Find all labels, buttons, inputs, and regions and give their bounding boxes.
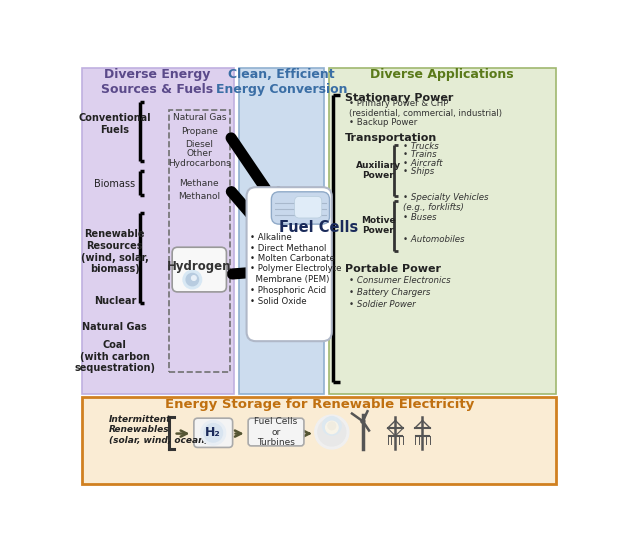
FancyBboxPatch shape [81,397,556,484]
Text: • Direct Methanol: • Direct Methanol [250,244,326,253]
Circle shape [325,422,338,434]
Text: • Primary Power & CHP
(residential, commercial, industrial): • Primary Power & CHP (residential, comm… [349,99,502,118]
FancyBboxPatch shape [247,187,332,341]
Text: • Backup Power: • Backup Power [349,118,417,127]
Text: Diesel: Diesel [185,140,213,149]
Text: Stationary Power: Stationary Power [345,93,453,103]
FancyBboxPatch shape [294,197,322,218]
Circle shape [315,415,349,449]
Circle shape [322,417,341,435]
Text: Auxiliary
Power: Auxiliary Power [356,161,401,180]
Circle shape [191,276,196,280]
Text: Diverse Applications: Diverse Applications [370,68,514,81]
Text: • Specialty Vehicles
(e.g., forklifts): • Specialty Vehicles (e.g., forklifts) [403,193,489,212]
Text: Diverse Energy
Sources & Fuels: Diverse Energy Sources & Fuels [101,68,214,96]
Circle shape [318,418,346,446]
Text: • Alkaline: • Alkaline [250,234,291,242]
Text: Other
Hydrocarbons: Other Hydrocarbons [168,149,230,168]
Text: • Buses: • Buses [403,213,437,222]
Circle shape [361,419,365,423]
Text: • Consumer Electronics: • Consumer Electronics [349,276,450,285]
Text: Natural Gas: Natural Gas [173,114,226,122]
Text: Transportation: Transportation [345,133,437,143]
Text: H₂: H₂ [206,425,221,438]
Circle shape [201,420,225,445]
FancyBboxPatch shape [239,68,324,394]
Text: • Automobiles: • Automobiles [403,235,465,244]
Text: Fuel Cells
or
Turbines: Fuel Cells or Turbines [255,417,297,447]
Text: • Ships: • Ships [403,167,434,176]
Text: Biomass: Biomass [94,179,135,189]
Text: Coal
(with carbon
sequestration): Coal (with carbon sequestration) [75,340,155,373]
Circle shape [328,422,336,430]
Text: Intermittent
Renewables
(solar, wind, ocean): Intermittent Renewables (solar, wind, oc… [109,415,208,444]
Text: Clean, Efficient
Energy Conversion: Clean, Efficient Energy Conversion [215,68,347,96]
Text: Energy Storage for Renewable Electricity: Energy Storage for Renewable Electricity [165,398,474,411]
Text: Conventional
Fuels: Conventional Fuels [78,113,151,135]
Text: • Solid Oxide: • Solid Oxide [250,296,306,306]
Circle shape [186,274,199,286]
Text: Propane: Propane [181,127,218,136]
FancyBboxPatch shape [271,192,330,224]
Text: Nuclear: Nuclear [94,296,136,306]
FancyBboxPatch shape [81,68,234,394]
Text: Portable Power: Portable Power [345,264,441,274]
Text: • Soldier Power: • Soldier Power [349,300,415,308]
FancyBboxPatch shape [248,418,304,446]
Text: Renewable
Resources
(wind, solar,
biomass): Renewable Resources (wind, solar, biomas… [81,229,148,274]
Text: • Battery Chargers: • Battery Chargers [349,288,430,297]
Text: Methanol: Methanol [178,192,220,201]
Text: • Molten Carbonate: • Molten Carbonate [250,253,335,263]
Circle shape [183,270,202,289]
Text: Fuel Cells: Fuel Cells [279,221,358,235]
Text: • Aircraft: • Aircraft [403,159,443,168]
FancyBboxPatch shape [329,68,556,394]
Text: • Polymer Electrolyte
  Membrane (PEM): • Polymer Electrolyte Membrane (PEM) [250,264,341,284]
Text: Hydrogen: Hydrogen [167,260,232,273]
Text: • Phosphoric Acid: • Phosphoric Acid [250,286,326,295]
Text: Natural Gas: Natural Gas [83,322,147,333]
Text: Motive
Power: Motive Power [361,216,396,235]
FancyBboxPatch shape [172,247,227,292]
Text: • Trucks: • Trucks [403,142,439,151]
Circle shape [204,424,222,442]
Text: • Trains: • Trains [403,150,437,159]
Text: Methane: Methane [179,179,219,188]
FancyBboxPatch shape [194,418,233,447]
